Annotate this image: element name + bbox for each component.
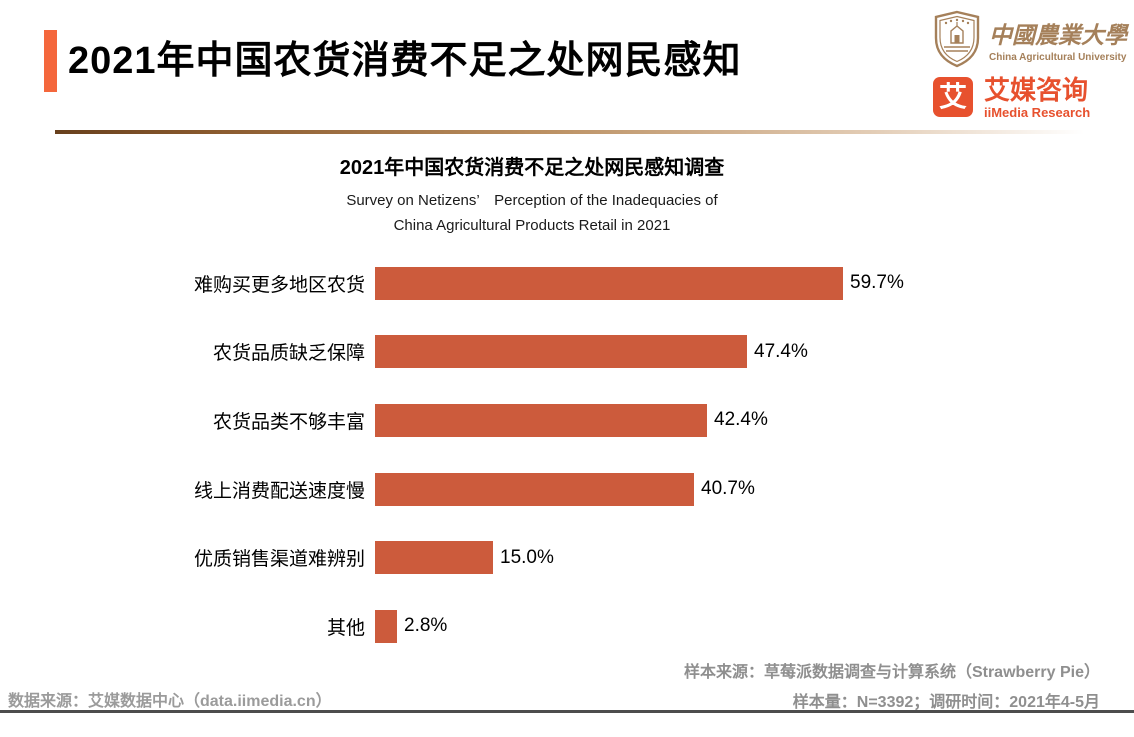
iimedia-name-zh: 艾媒咨询: [984, 75, 1089, 105]
iimedia-logo-text: 艾媒咨询 iiMedia Research: [984, 77, 1090, 120]
sample-notes: 样本来源：草莓派数据调查与计算系统（Strawberry Pie） 样本量：N=…: [684, 658, 1100, 718]
sample-size-note: 样本量：N=3392；调研时间：2021年4-5月: [792, 694, 1100, 711]
category-label: 优质销售渠道难辨别: [193, 549, 365, 571]
bar: [375, 609, 397, 643]
data-source-note: 数据来源：艾媒数据中心（data.iimedia.cn）: [8, 693, 332, 710]
bar: [375, 472, 694, 506]
bar: [375, 541, 493, 575]
header-divider: [55, 130, 1105, 134]
cau-name-zh: 中國農業大學: [989, 22, 1127, 48]
chart-title: 2021年中国农货消费不足之处网民感知调查: [339, 157, 725, 179]
iimedia-icon: 艾: [933, 77, 973, 117]
sample-source-note: 样本来源：草莓派数据调查与计算系统（Strawberry Pie）: [683, 664, 1100, 681]
bar: [375, 266, 843, 300]
chart-row: 其他 2.8%: [0, 592, 1100, 661]
iimedia-logo: 艾 艾媒咨询 iiMedia Research: [933, 77, 1118, 120]
value-label: 2.8%: [404, 615, 448, 637]
chart-row: 农货品类不够丰富 42.4%: [0, 386, 1100, 455]
chart-subtitle-line1: Survey on Netizens’ Perception of the In…: [346, 192, 718, 209]
chart-row: 优质销售渠道难辨别 15.0%: [0, 523, 1100, 592]
chart-subtitle-line2: China Agricultural Products Retail in 20…: [393, 217, 671, 234]
bar: [375, 335, 747, 369]
value-label: 15.0%: [500, 546, 554, 568]
category-label: 难购买更多地区农货: [193, 274, 365, 296]
cau-name-en: China Agricultural University: [989, 51, 1127, 63]
value-label: 40.7%: [701, 478, 755, 500]
category-label: 其他: [326, 617, 365, 639]
chart-row: 难购买更多地区农货 59.7%: [0, 249, 1100, 318]
cau-logo-text: 中國農業大學 China Agricultural University: [989, 16, 1127, 63]
category-label: 农货品类不够丰富: [212, 411, 365, 433]
chart-rows: 难购买更多地区农货 59.7% 农货品质缺乏保障 47.4% 农货品类不够丰富 42.4%…: [0, 249, 1100, 661]
value-label: 42.4%: [714, 409, 768, 431]
value-label: 47.4%: [754, 340, 808, 362]
cau-logo: 中國農業大學 China Agricultural University: [933, 8, 1127, 70]
chart-row: 线上消费配送速度慢 40.7%: [0, 455, 1100, 524]
iimedia-name-en: iiMedia Research: [984, 105, 1091, 120]
category-label: 农货品质缺乏保障: [212, 343, 365, 365]
value-label: 59.7%: [850, 272, 904, 294]
bottom-rule: [0, 710, 1134, 713]
header-accent-bar: [44, 30, 57, 92]
chart-row: 农货品质缺乏保障 47.4%: [0, 318, 1100, 387]
cau-shield-icon: [933, 10, 981, 68]
bar: [375, 403, 707, 437]
category-label: 线上消费配送速度慢: [193, 480, 365, 502]
logo-block: 中國農業大學 China Agricultural University 艾 艾…: [933, 8, 1127, 120]
page-title: 2021年中国农货消费不足之处网民感知: [68, 40, 742, 82]
